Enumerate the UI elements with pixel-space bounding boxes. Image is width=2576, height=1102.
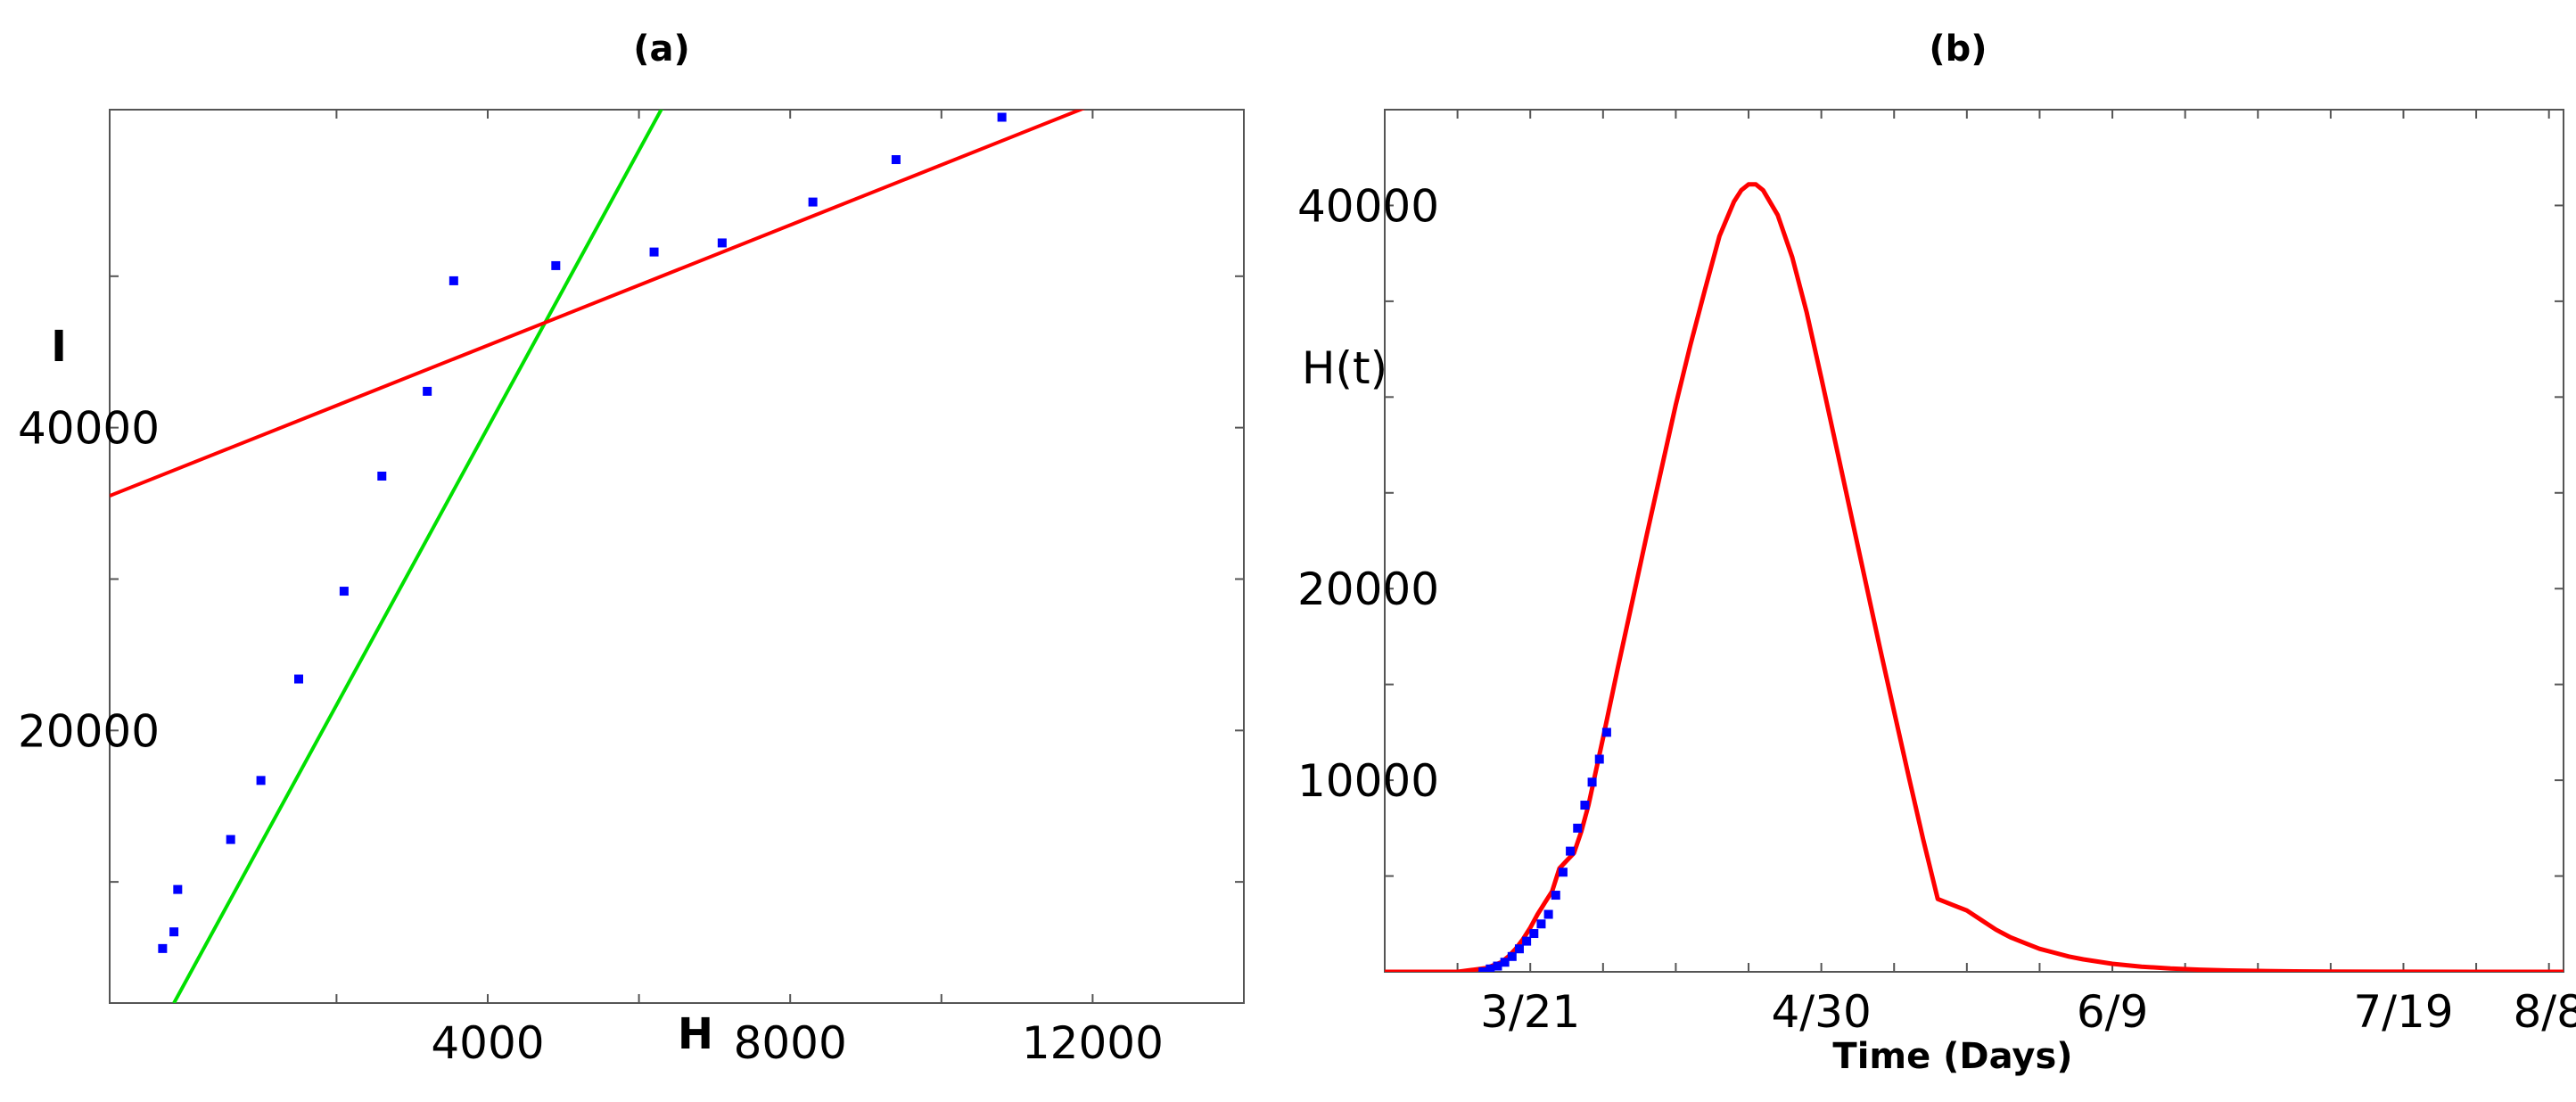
panel-a-series bbox=[110, 110, 1085, 1003]
x-tick-label-2: 12000 bbox=[1022, 1017, 1164, 1069]
data-point-1-0 bbox=[1478, 967, 1488, 972]
y-tick-label-1: 20000 bbox=[1297, 563, 1439, 615]
data-point-0-3 bbox=[226, 835, 235, 844]
data-point-0-9 bbox=[449, 276, 458, 285]
data-point-1-12 bbox=[1566, 846, 1576, 856]
data-point-1-5 bbox=[1514, 944, 1524, 954]
y-tick-label-1: 40000 bbox=[18, 403, 160, 455]
data-point-0-13 bbox=[808, 197, 818, 207]
data-point-1-4 bbox=[1507, 951, 1517, 961]
data-point-1-7 bbox=[1529, 929, 1539, 939]
panel-b-title: (b) bbox=[1929, 29, 1987, 70]
x-tick-label-3: 7/19 bbox=[2353, 986, 2453, 1038]
x-tick-label-0: 4000 bbox=[431, 1017, 544, 1069]
series-clip-group-0 bbox=[110, 110, 1085, 1003]
panel-b-tick-labels: 3/21 4/30 6/9 7/19 8/8 10000 20000 40000 bbox=[1297, 180, 2576, 1038]
series-line-1 bbox=[172, 110, 663, 1003]
panel-b: (b) 3/21 4/30 6/9 7/19 8/8 10000 20000 40000 H(… bbox=[1297, 29, 2576, 1077]
data-point-0-7 bbox=[377, 471, 387, 481]
series-line-2 bbox=[110, 110, 1085, 498]
x-tick-label-2: 6/9 bbox=[2077, 986, 2148, 1038]
data-point-1-1 bbox=[1486, 964, 1495, 972]
panel-a-y-axis-label: I bbox=[51, 322, 67, 372]
data-point-0-4 bbox=[256, 776, 266, 785]
panel-a-tick-labels: 4000 8000 12000 20000 40000 bbox=[18, 403, 1164, 1069]
data-point-0-2 bbox=[173, 884, 183, 894]
x-tick-label-1: 4/30 bbox=[1771, 986, 1871, 1038]
panel-b-x-axis-label: Time (Days) bbox=[1832, 1036, 2072, 1077]
panel-b-plot-frame bbox=[1384, 109, 2564, 973]
data-point-1-3 bbox=[1500, 958, 1510, 967]
data-point-0-1 bbox=[169, 927, 179, 937]
y-tick-label-0: 10000 bbox=[1297, 755, 1439, 807]
x-tick-label-1: 8000 bbox=[734, 1017, 847, 1069]
panel-a: (a) 4000 8000 12000 20000 40000 I H bbox=[18, 29, 1245, 1069]
data-point-0-10 bbox=[551, 260, 561, 270]
panel-a-x-axis-label: H bbox=[678, 1009, 713, 1059]
data-point-1-2 bbox=[1493, 961, 1502, 971]
data-point-0-15 bbox=[997, 112, 1007, 122]
y-tick-label-2: 40000 bbox=[1297, 180, 1439, 232]
data-point-1-14 bbox=[1580, 801, 1590, 810]
data-point-1-6 bbox=[1522, 936, 1532, 946]
data-point-0-6 bbox=[339, 587, 349, 596]
panel-a-ticks bbox=[110, 110, 1244, 1003]
panel-b-y-axis-label: H(t) bbox=[1302, 342, 1387, 394]
x-tick-label-0: 3/21 bbox=[1480, 986, 1580, 1038]
data-point-0-11 bbox=[649, 247, 659, 257]
series-clip-group-1 bbox=[1385, 182, 2564, 972]
data-point-0-8 bbox=[423, 386, 432, 396]
data-point-1-15 bbox=[1587, 777, 1597, 787]
data-point-0-0 bbox=[158, 943, 168, 953]
panel-b-series bbox=[1385, 182, 2564, 972]
data-point-0-12 bbox=[717, 238, 727, 248]
data-point-0-14 bbox=[891, 155, 901, 165]
data-point-1-13 bbox=[1573, 823, 1583, 833]
series-line-0 bbox=[1385, 182, 2564, 972]
panel-a-title: (a) bbox=[633, 29, 690, 70]
data-point-1-8 bbox=[1536, 919, 1546, 929]
panel-b-ticks bbox=[1385, 110, 2564, 972]
data-point-1-17 bbox=[1601, 728, 1611, 737]
panel-a-plot-frame bbox=[109, 109, 1245, 1004]
data-point-1-16 bbox=[1594, 754, 1604, 764]
y-tick-label-0: 20000 bbox=[18, 705, 160, 757]
x-tick-label-4: 8/8 bbox=[2513, 986, 2576, 1038]
data-point-1-9 bbox=[1543, 909, 1553, 919]
data-point-1-11 bbox=[1558, 868, 1568, 877]
data-point-0-5 bbox=[294, 674, 303, 684]
data-point-1-10 bbox=[1551, 891, 1560, 901]
